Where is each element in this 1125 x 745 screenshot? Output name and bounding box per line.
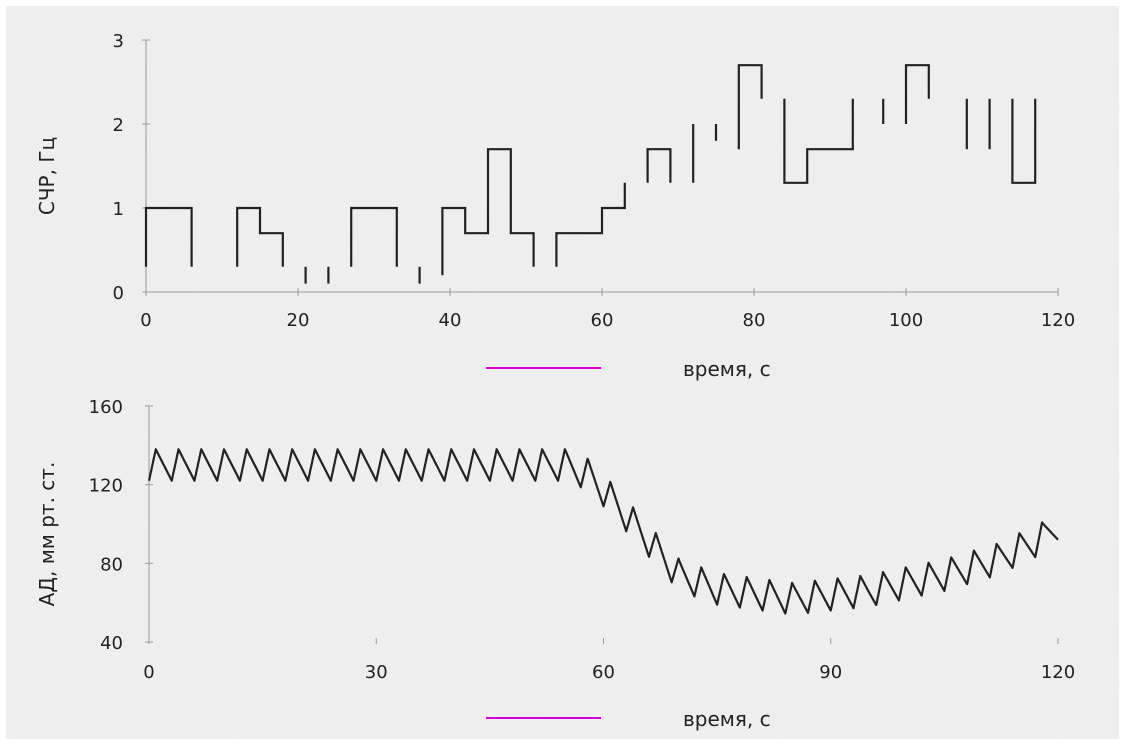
bottom-x-tick-label: 60 [592,662,615,683]
bottom-series-line [147,448,1059,615]
bottom-x-axis-title: время, с [683,707,771,731]
bottom-x-tick-label: 0 [143,662,154,683]
step-segment [350,206,398,267]
top-x-tick-label: 20 [287,310,310,331]
step-segment [555,182,626,267]
bottom-y-tick-label: 160 [89,397,123,418]
step-segment [646,148,672,183]
figure: 0 20 40 60 80 100 120 0 1 2 3 СЧР, Гц время, с 0 3… [6,6,1119,739]
top-y-tick-label: 3 [113,31,124,52]
bottom-y-tick-label: 40 [100,633,123,654]
top-x-tick-label: 40 [439,310,462,331]
top-series-steps [144,64,1037,284]
step-segment [737,64,763,150]
top-x-axis-title: время, с [683,357,771,381]
top-x-tick-label: 0 [140,310,151,331]
top-y-tick-label: 1 [113,199,124,220]
step-segment [144,206,193,267]
bottom-y-tick-label: 120 [89,476,123,497]
top-y-ticks: 0 1 2 3 [113,31,150,304]
bottom-y-ticks: 40 80 120 160 [89,397,153,654]
step-segment [236,206,284,267]
bottom-y-axis-title: АД, мм рт. ст. [35,462,59,607]
bottom-chart: 0 30 60 90 120 40 80 120 160 АД, мм рт. ст. вре… [35,397,1075,731]
top-y-tick-label: 2 [113,115,124,136]
top-y-tick-label: 0 [113,283,124,304]
top-chart: 0 20 40 60 80 100 120 0 1 2 3 СЧР, Гц время, с [35,31,1075,381]
top-x-tick-label: 100 [889,310,923,331]
step-segment [441,148,535,276]
bottom-x-tick-label: 90 [819,662,842,683]
step-segment [904,64,930,124]
step-segment [1011,98,1037,184]
top-x-ticks: 0 20 40 60 80 100 120 [140,288,1075,331]
bottom-y-tick-label: 80 [100,554,123,575]
chart-canvas: 0 20 40 60 80 100 120 0 1 2 3 СЧР, Гц время, с 0 3… [35,31,1075,731]
bottom-x-tick-label: 30 [365,662,388,683]
step-segment [783,98,854,184]
top-x-tick-label: 60 [591,310,614,331]
bottom-x-tick-label: 120 [1041,662,1075,683]
top-x-tick-label: 80 [743,310,766,331]
top-y-axis-title: СЧР, Гц [35,137,59,215]
top-x-tick-label: 120 [1041,310,1075,331]
bottom-x-ticks: 0 30 60 90 120 [143,638,1075,683]
